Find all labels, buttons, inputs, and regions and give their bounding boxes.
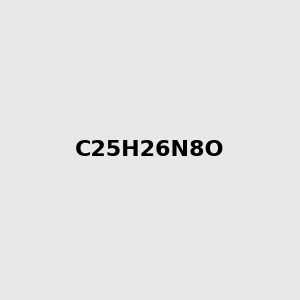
Text: C25H26N8O: C25H26N8O xyxy=(75,140,225,160)
